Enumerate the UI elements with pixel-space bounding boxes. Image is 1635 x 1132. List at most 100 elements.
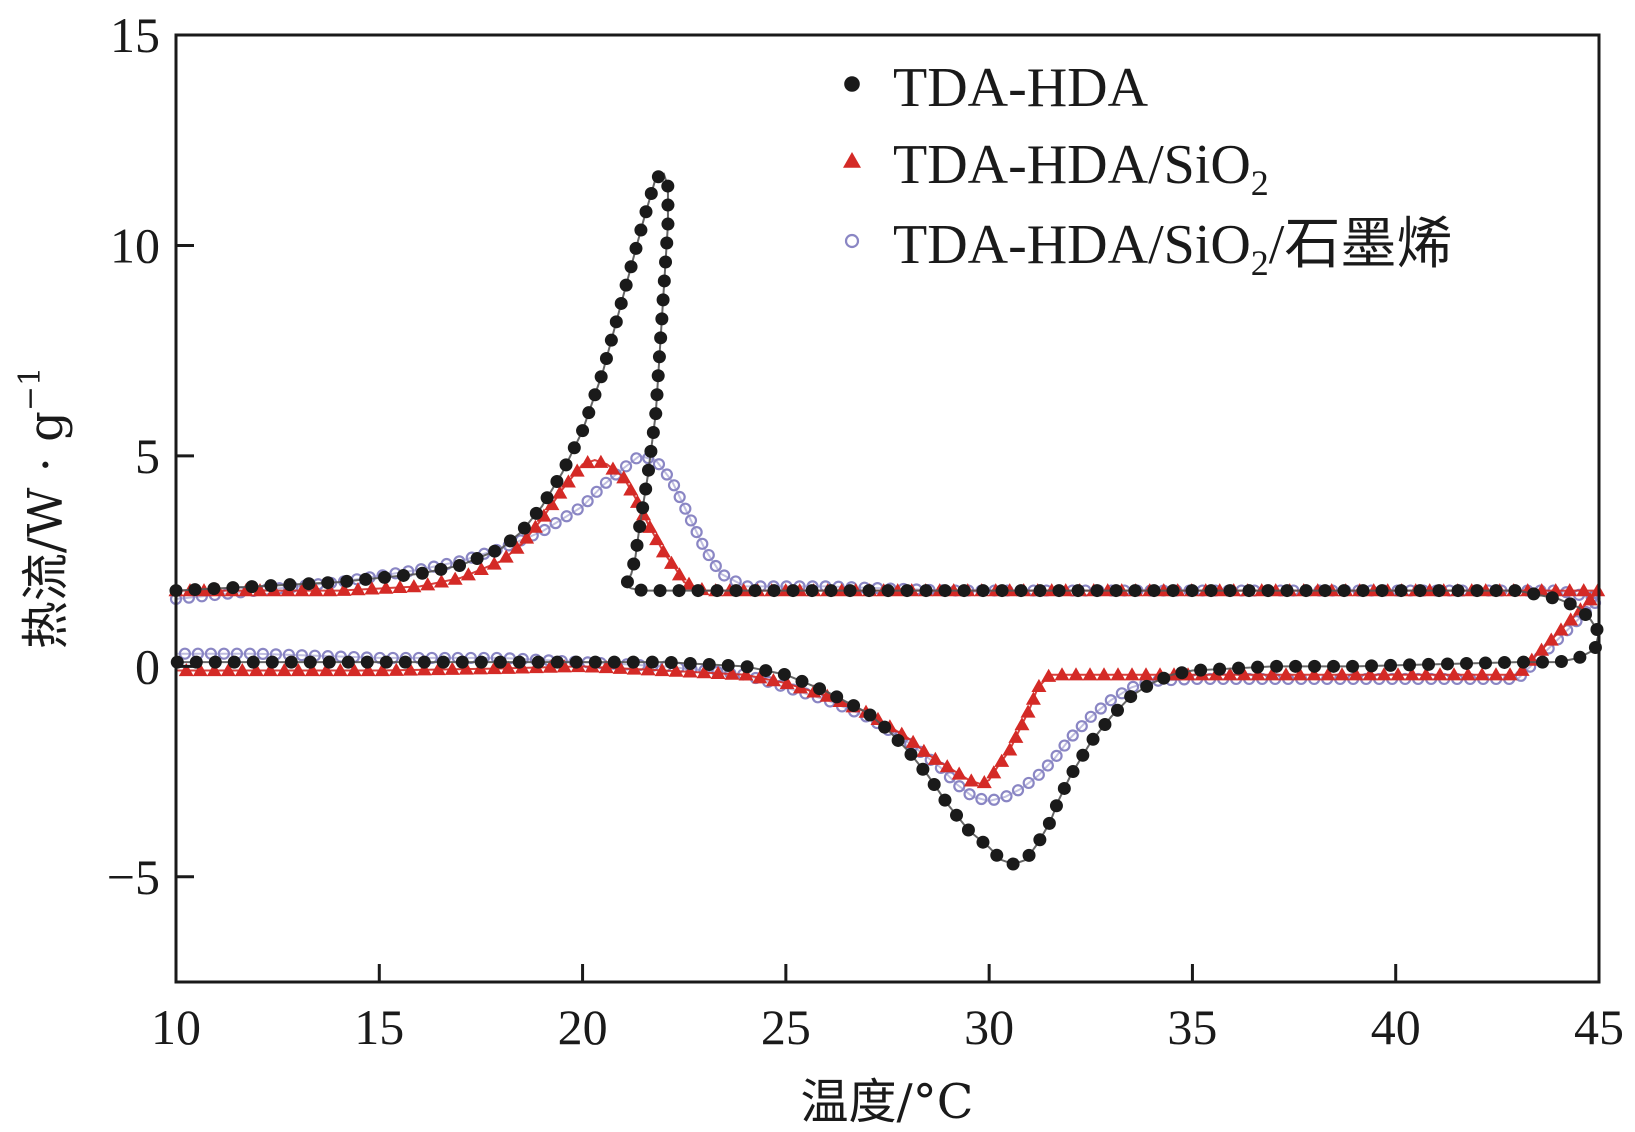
data-point <box>1033 833 1047 847</box>
legend-label: TDA-HDA/SiO2/石墨烯 <box>893 214 1452 283</box>
data-point <box>951 766 967 780</box>
data-point <box>916 743 932 757</box>
data-point <box>612 660 628 674</box>
data-point <box>1261 584 1275 598</box>
data-point <box>1033 584 1047 598</box>
data-point <box>957 584 971 598</box>
data-point <box>1236 667 1252 681</box>
data-point <box>460 567 476 581</box>
data-point <box>1071 584 1085 598</box>
data-point <box>661 179 675 193</box>
data-point <box>655 544 671 558</box>
data-point <box>470 551 484 565</box>
data-point <box>1242 584 1256 598</box>
data-point <box>1497 655 1511 669</box>
data-point <box>1489 584 1503 598</box>
data-point <box>759 664 773 678</box>
data-point <box>265 655 279 669</box>
data-point <box>1488 667 1504 681</box>
data-point <box>248 663 264 677</box>
data-point <box>673 490 686 504</box>
data-point <box>599 476 613 489</box>
data-point <box>1292 667 1308 681</box>
data-point <box>645 655 659 669</box>
data-point <box>779 676 795 690</box>
data-point <box>1390 667 1406 681</box>
data-point <box>644 444 658 458</box>
data-point <box>847 699 861 713</box>
data-point <box>295 649 308 662</box>
legend-label: TDA-HDA <box>893 57 1149 119</box>
data-point <box>1057 781 1071 795</box>
data-point <box>1054 667 1070 681</box>
data-point <box>690 526 703 539</box>
data-point <box>569 655 583 669</box>
data-point <box>567 441 581 455</box>
data-point <box>634 223 648 237</box>
y-axis-title-superscript: −1 <box>13 367 48 411</box>
data-point <box>1264 667 1280 681</box>
data-point <box>1527 587 1541 601</box>
data-point <box>1250 667 1266 681</box>
data-point <box>641 463 655 477</box>
data-point <box>740 660 754 674</box>
data-point <box>1563 597 1577 611</box>
data-point <box>509 540 525 554</box>
data-point <box>805 584 819 598</box>
data-point <box>302 577 316 591</box>
data-point <box>542 659 558 673</box>
data-point <box>1022 848 1036 862</box>
data-point <box>639 482 653 496</box>
data-point <box>473 561 489 575</box>
data-point <box>1299 584 1313 598</box>
data-point <box>927 777 941 791</box>
data-point <box>552 485 568 499</box>
data-point <box>406 579 422 593</box>
data-point <box>1545 591 1559 605</box>
y-tick-label: 0 <box>135 638 160 694</box>
data-point <box>322 655 336 669</box>
data-point <box>1006 857 1020 871</box>
data-point <box>560 510 573 523</box>
data-point <box>264 579 278 593</box>
data-point <box>571 503 584 516</box>
data-point <box>550 475 564 489</box>
data-point <box>634 583 648 597</box>
data-point <box>436 655 450 669</box>
data-point <box>1066 765 1080 779</box>
data-point <box>881 584 895 598</box>
legend-item: TDA-HDA/SiO2 <box>843 134 1269 203</box>
data-point <box>1128 584 1142 598</box>
data-point <box>765 673 781 687</box>
x-tick-label: 45 <box>1574 999 1624 1055</box>
data-point <box>1346 659 1360 673</box>
svg-text:热流/W · g−1: 热流/W · g−1 <box>13 367 74 649</box>
data-point <box>938 793 952 807</box>
data-point <box>702 548 715 562</box>
data-point <box>1223 584 1237 598</box>
data-point <box>512 655 526 669</box>
data-point <box>1375 584 1389 598</box>
data-point <box>963 773 979 787</box>
data-point <box>644 187 658 201</box>
data-point <box>636 501 650 515</box>
data-point <box>702 657 716 671</box>
x-tick-label: 15 <box>354 999 404 1055</box>
data-point <box>598 660 614 674</box>
data-point <box>1166 584 1180 598</box>
data-point <box>679 502 692 515</box>
data-point <box>1213 662 1227 676</box>
data-point <box>1082 667 1098 681</box>
data-point <box>1104 694 1117 707</box>
data-point <box>1404 667 1420 681</box>
data-point <box>503 534 517 548</box>
data-point <box>1432 584 1446 598</box>
data-point <box>1050 749 1063 762</box>
data-point <box>188 583 202 597</box>
y-tick-label: 5 <box>135 428 160 484</box>
data-point <box>1582 592 1598 606</box>
data-point <box>178 663 194 677</box>
data-point <box>627 557 641 571</box>
data-point <box>519 530 535 544</box>
